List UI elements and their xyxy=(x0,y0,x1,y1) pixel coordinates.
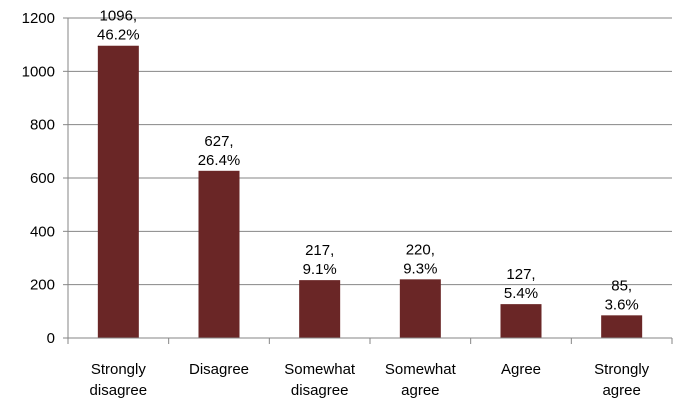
x-category-label: Somewhat xyxy=(284,361,356,378)
x-category-label: disagree xyxy=(90,382,148,399)
data-label: 1096, xyxy=(100,8,138,25)
bars xyxy=(97,45,643,338)
y-tick-label: 600 xyxy=(30,170,55,187)
x-category-label: Strongly xyxy=(91,361,147,378)
bar xyxy=(198,170,240,338)
data-label: 46.2% xyxy=(97,27,140,44)
y-tick-label: 1000 xyxy=(22,63,55,80)
axes xyxy=(63,17,673,344)
labels: 0 200 400 600 800 1000 1200 1096, 46.2% Strongly d… xyxy=(22,8,650,399)
x-category-label: Disagree xyxy=(189,361,249,378)
data-label: 127, xyxy=(506,266,535,283)
data-label: 9.3% xyxy=(403,260,437,277)
data-label: 3.6% xyxy=(605,296,639,313)
x-category-label: Strongly xyxy=(594,361,650,378)
data-label: 5.4% xyxy=(504,285,538,302)
gridlines xyxy=(68,17,672,286)
data-label: 85, xyxy=(611,277,632,294)
x-category-label: disagree xyxy=(291,382,349,399)
y-tick-label: 200 xyxy=(30,277,55,294)
data-label: 217, xyxy=(305,242,334,259)
x-category-label: agree xyxy=(602,382,640,399)
x-category-label: Somewhat xyxy=(385,361,457,378)
data-label: 220, xyxy=(406,241,435,258)
y-tick-label: 0 xyxy=(47,330,55,347)
y-tick-label: 400 xyxy=(30,223,55,240)
bar xyxy=(97,45,139,338)
bar xyxy=(399,279,441,338)
bar xyxy=(601,315,643,338)
y-tick-label: 1200 xyxy=(22,10,55,27)
data-label: 26.4% xyxy=(198,152,241,169)
bar xyxy=(299,280,341,338)
x-category-label: Agree xyxy=(501,361,541,378)
data-label: 627, xyxy=(204,133,233,150)
y-tick-label: 800 xyxy=(30,117,55,134)
data-label: 9.1% xyxy=(303,261,337,278)
x-category-label: agree xyxy=(401,382,439,399)
bar xyxy=(500,304,542,338)
